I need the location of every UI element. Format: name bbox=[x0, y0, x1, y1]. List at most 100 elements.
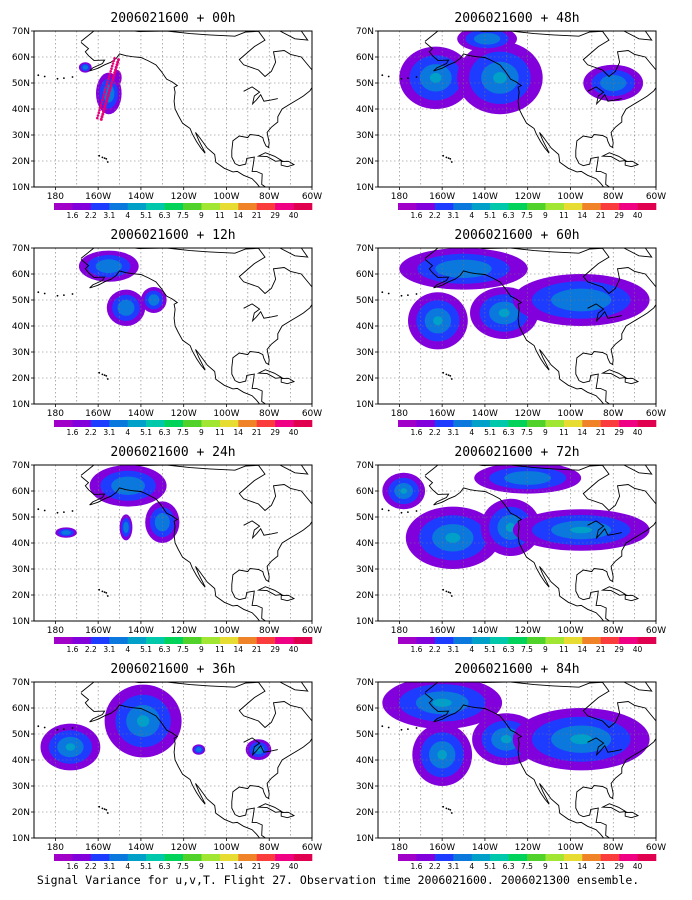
x-tick-label: 100W bbox=[213, 626, 239, 636]
island-dot bbox=[400, 511, 403, 514]
x-tick-label: 140W bbox=[472, 192, 498, 202]
coastline-great-lakes bbox=[587, 737, 622, 757]
dropsonde-dot bbox=[96, 116, 99, 120]
colorbar-swatch bbox=[293, 203, 313, 210]
colorbar-swatch bbox=[398, 203, 417, 210]
y-tick-label: 40N bbox=[12, 105, 30, 115]
coastline-island bbox=[314, 513, 327, 526]
coastline-north-america bbox=[424, 31, 656, 187]
colorbar-swatch bbox=[545, 420, 565, 427]
dropsonde-dot bbox=[101, 98, 104, 102]
coastline-island bbox=[581, 238, 598, 246]
x-tick-label: 100W bbox=[557, 843, 583, 853]
variance-contour bbox=[117, 299, 135, 316]
colorbar-swatch bbox=[238, 420, 258, 427]
y-tick-label: 20N bbox=[12, 157, 30, 167]
colorbar-swatch bbox=[619, 420, 638, 427]
colorbar-label: 40 bbox=[289, 862, 299, 871]
colorbar-swatch bbox=[600, 420, 620, 427]
x-tick-label: 60W bbox=[646, 626, 666, 636]
colorbar-swatch bbox=[416, 203, 436, 210]
colorbar-swatch bbox=[127, 203, 147, 210]
colorbar-swatch bbox=[453, 203, 473, 210]
colorbar-swatch bbox=[471, 420, 491, 427]
panel-title: 2006021600 + 12h bbox=[110, 228, 235, 243]
x-tick-label: 120W bbox=[515, 626, 541, 636]
x-tick-label: 160W bbox=[429, 843, 455, 853]
figure-caption: Signal Variance for u,v,T. Flight 27. Ob… bbox=[37, 873, 639, 887]
x-tick-label: 100W bbox=[213, 192, 239, 202]
colorbar-label: 6.3 bbox=[159, 428, 171, 437]
colorbar-label: 5.1 bbox=[484, 645, 496, 654]
y-tick-label: 70N bbox=[356, 678, 374, 688]
y-tick-label: 30N bbox=[12, 565, 30, 575]
dropsonde-dot bbox=[104, 88, 107, 91]
colorbar-label: 1.6 bbox=[66, 645, 78, 654]
colorbar: 1.6 2.2 3.1 4 5.1 6.3 7.5 9 11 14 21 29 40 bbox=[54, 854, 313, 871]
colorbar-swatch bbox=[471, 854, 491, 861]
colorbar-label: 9 bbox=[543, 211, 548, 220]
island-dot bbox=[98, 805, 101, 808]
map-panel-3: 2006021600 + 36h 180 160W 140W 120W 100W 80W 60… bbox=[12, 662, 322, 871]
coastline-island bbox=[237, 455, 254, 463]
x-tick-label: 140W bbox=[472, 843, 498, 853]
coastline-island bbox=[624, 160, 640, 168]
colorbar-label: 6.3 bbox=[503, 645, 515, 654]
colorbar-swatch bbox=[219, 637, 239, 644]
colorbar-label: 2.2 bbox=[429, 428, 441, 437]
colorbar-swatch bbox=[256, 854, 276, 861]
dropsonde-dot bbox=[109, 84, 113, 88]
dropsonde-dot bbox=[111, 78, 114, 82]
variance-field bbox=[34, 248, 312, 404]
island-dot bbox=[450, 812, 453, 814]
coastline-north-america bbox=[424, 465, 656, 621]
colorbar-label: 4 bbox=[125, 645, 130, 654]
dropsonde-dot bbox=[114, 68, 117, 72]
x-tick-label: 180 bbox=[391, 843, 408, 853]
dropsonde-dot bbox=[105, 97, 109, 101]
variance-contour bbox=[95, 259, 122, 274]
colorbar-label: 21 bbox=[596, 645, 606, 654]
variance-contour bbox=[493, 72, 507, 84]
y-tick-label: 50N bbox=[12, 296, 30, 306]
island-dot bbox=[105, 592, 108, 594]
flight-track bbox=[96, 57, 120, 121]
island-dot bbox=[450, 378, 453, 380]
colorbar-swatch bbox=[637, 420, 657, 427]
dropsonde-dot bbox=[103, 90, 106, 94]
map-panel-4: 2006021600 + 48h 180 160W 140W 120W 100W 80W 60… bbox=[356, 11, 666, 220]
y-tick-label: 20N bbox=[12, 808, 30, 818]
colorbar-swatch bbox=[453, 637, 473, 644]
island-dot bbox=[415, 510, 418, 512]
island-dot bbox=[63, 511, 65, 513]
coastlines bbox=[381, 465, 671, 621]
colorbar-label: 21 bbox=[252, 862, 262, 871]
variance-field bbox=[34, 31, 312, 187]
island-dot bbox=[387, 75, 390, 78]
dropsonde-dot bbox=[98, 109, 101, 112]
variance-contour bbox=[123, 521, 129, 534]
island-dot bbox=[407, 511, 409, 513]
coastlines bbox=[37, 682, 312, 838]
colorbar-label: 40 bbox=[289, 211, 299, 220]
coastline-island bbox=[600, 586, 627, 596]
island-dot bbox=[43, 292, 46, 295]
dropsonde-dot bbox=[110, 64, 114, 68]
island-dot bbox=[37, 508, 40, 511]
colorbar-label: 6.3 bbox=[503, 211, 515, 220]
colorbar-label: 1.6 bbox=[410, 211, 422, 220]
island-dot bbox=[381, 74, 384, 77]
x-tick-label: 80W bbox=[603, 843, 623, 853]
dropsonde-dot bbox=[108, 86, 112, 90]
colorbar-swatch bbox=[183, 203, 202, 210]
colorbar-label: 5.1 bbox=[140, 211, 152, 220]
colorbar: 1.6 2.2 3.1 4 5.1 6.3 7.5 9 11 14 21 29 40 bbox=[54, 420, 313, 437]
y-tick-label: 40N bbox=[356, 105, 374, 115]
colorbar-swatch bbox=[72, 420, 92, 427]
colorbar-swatch bbox=[398, 637, 417, 644]
x-tick-label: 80W bbox=[603, 626, 623, 636]
colorbar-label: 14 bbox=[578, 211, 588, 220]
variance-field bbox=[378, 682, 656, 838]
coastline-island bbox=[658, 513, 671, 526]
colorbar-label: 6.3 bbox=[159, 645, 171, 654]
